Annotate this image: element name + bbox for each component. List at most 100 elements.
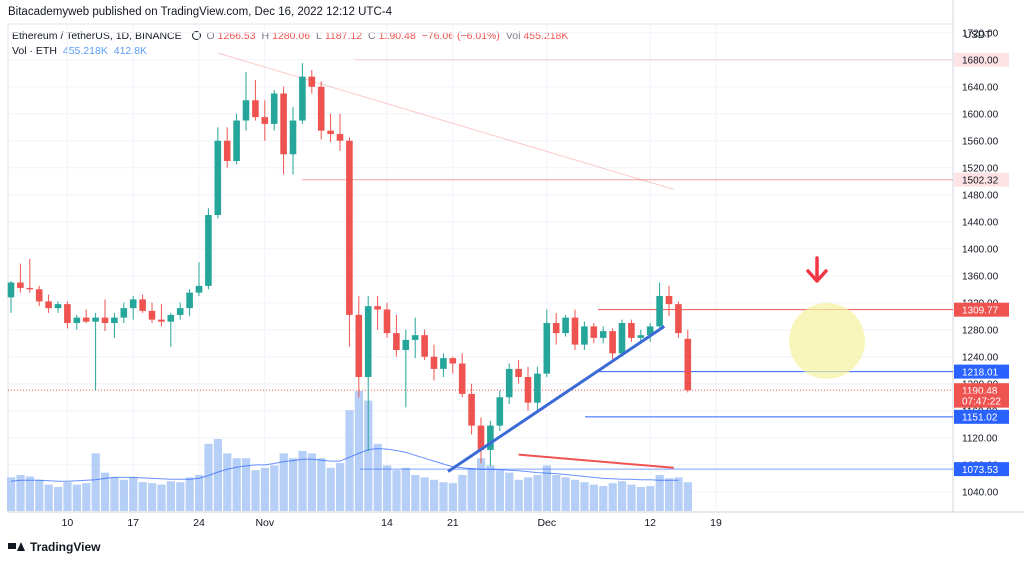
volume-bar xyxy=(242,458,251,511)
candle-body xyxy=(242,100,250,121)
volume-bar xyxy=(82,483,91,511)
candle-body xyxy=(82,317,90,322)
volume-bar xyxy=(683,482,692,511)
volume-bar xyxy=(505,472,514,511)
volume-bar xyxy=(317,458,326,511)
highlight-circle xyxy=(789,303,865,379)
volume-bar xyxy=(448,483,457,511)
volume-bar xyxy=(420,477,429,511)
price-tag-label: 1502.32 xyxy=(962,176,999,187)
candle-body xyxy=(327,130,334,135)
volume-bar xyxy=(458,475,467,511)
volume-ma-value: 412.8K xyxy=(113,45,148,57)
y-tick-label: 1640.00 xyxy=(962,82,999,93)
candle-body xyxy=(129,299,137,309)
volume-bar xyxy=(524,477,533,511)
price-tag-label: 1151.02 xyxy=(962,413,998,424)
candle-body xyxy=(684,338,692,391)
volume-bar xyxy=(298,451,307,511)
candle-body xyxy=(223,140,231,162)
y-tick-label: 1120.00 xyxy=(962,433,998,444)
price-tag xyxy=(954,364,1009,379)
volume-bar xyxy=(72,484,81,511)
candle-body xyxy=(402,339,410,351)
candle-body xyxy=(45,301,52,309)
volume-bar xyxy=(646,486,655,511)
candle-body xyxy=(609,331,616,354)
volume-bar xyxy=(119,479,128,511)
y-tick-label: 1200.00 xyxy=(962,379,999,390)
volume-bar xyxy=(477,458,486,511)
candle-body xyxy=(581,326,588,345)
candle-body xyxy=(364,306,372,378)
volume-bar xyxy=(401,467,410,511)
candle-body xyxy=(383,309,391,334)
candle-body xyxy=(17,282,24,288)
volume-bar xyxy=(373,443,382,511)
volume-bar xyxy=(674,477,683,511)
candle-body xyxy=(101,317,109,324)
y-tick-label: 1080.00 xyxy=(962,460,999,471)
volume-series-name: Vol · ETH xyxy=(12,45,57,57)
candle-body xyxy=(675,304,682,334)
volume-bar xyxy=(91,453,100,511)
volume-bar xyxy=(439,482,448,511)
footer-brand-label: TradingView xyxy=(30,540,101,554)
candle-body xyxy=(252,100,259,118)
volume-bar xyxy=(110,477,119,511)
x-tick-label: 12 xyxy=(644,517,656,529)
volume-bar xyxy=(148,483,157,511)
volume-bar xyxy=(486,465,495,511)
x-tick-label: Nov xyxy=(255,517,274,529)
volume-bar xyxy=(627,484,636,511)
currency-label: USDT xyxy=(964,30,991,41)
volume-bar xyxy=(25,476,34,511)
volume-bar xyxy=(542,465,551,511)
candle-body xyxy=(214,140,222,216)
candle-body xyxy=(430,356,438,369)
candle-body xyxy=(628,323,635,338)
candle-body xyxy=(346,140,353,315)
candle-body xyxy=(186,292,193,309)
volume-bar xyxy=(260,467,269,511)
volume-bar xyxy=(223,453,232,511)
candle-body xyxy=(280,93,287,155)
volume-bar xyxy=(251,470,260,511)
candle-body xyxy=(618,323,626,354)
y-tick-label: 1600.00 xyxy=(962,109,999,120)
candle-body xyxy=(458,363,466,394)
volume-bar xyxy=(430,479,439,511)
y-tick-label: 1240.00 xyxy=(962,352,999,363)
x-tick-label: 17 xyxy=(127,517,139,529)
x-tick-label: 14 xyxy=(381,517,393,529)
volume-bar xyxy=(665,478,674,511)
plot-frame xyxy=(7,23,954,513)
y-tick-label: 1280.00 xyxy=(962,325,999,336)
volume-bar xyxy=(185,477,194,511)
candle-body xyxy=(505,368,513,398)
candle-body xyxy=(233,120,240,162)
candle-body xyxy=(599,331,607,338)
close-value: 1190.48 xyxy=(378,30,416,42)
footer-brand[interactable]: TradingView xyxy=(8,540,100,554)
volume-bar xyxy=(354,391,363,511)
rising-trendline xyxy=(447,325,666,473)
volume-bar xyxy=(608,483,617,511)
candle-body xyxy=(646,326,654,336)
publish-info: Bitacademyweb published on TradingView.c… xyxy=(8,6,392,18)
volume-bar xyxy=(336,463,345,511)
price-tag xyxy=(954,52,1009,67)
candle-body xyxy=(543,323,551,374)
candle-body xyxy=(393,333,400,351)
down-arrow-head-icon xyxy=(806,269,828,283)
candle-body xyxy=(468,393,475,426)
candle-body xyxy=(665,296,673,305)
x-tick-label: 21 xyxy=(447,517,459,529)
market-status-icon xyxy=(191,31,201,40)
price-tag-label: 1218.01 xyxy=(962,367,999,378)
y-tick-label: 1320.00 xyxy=(962,298,999,309)
volume-bar xyxy=(232,458,241,511)
price-tag xyxy=(954,393,1009,408)
candle-body xyxy=(54,304,62,309)
volume-bar xyxy=(44,484,53,511)
